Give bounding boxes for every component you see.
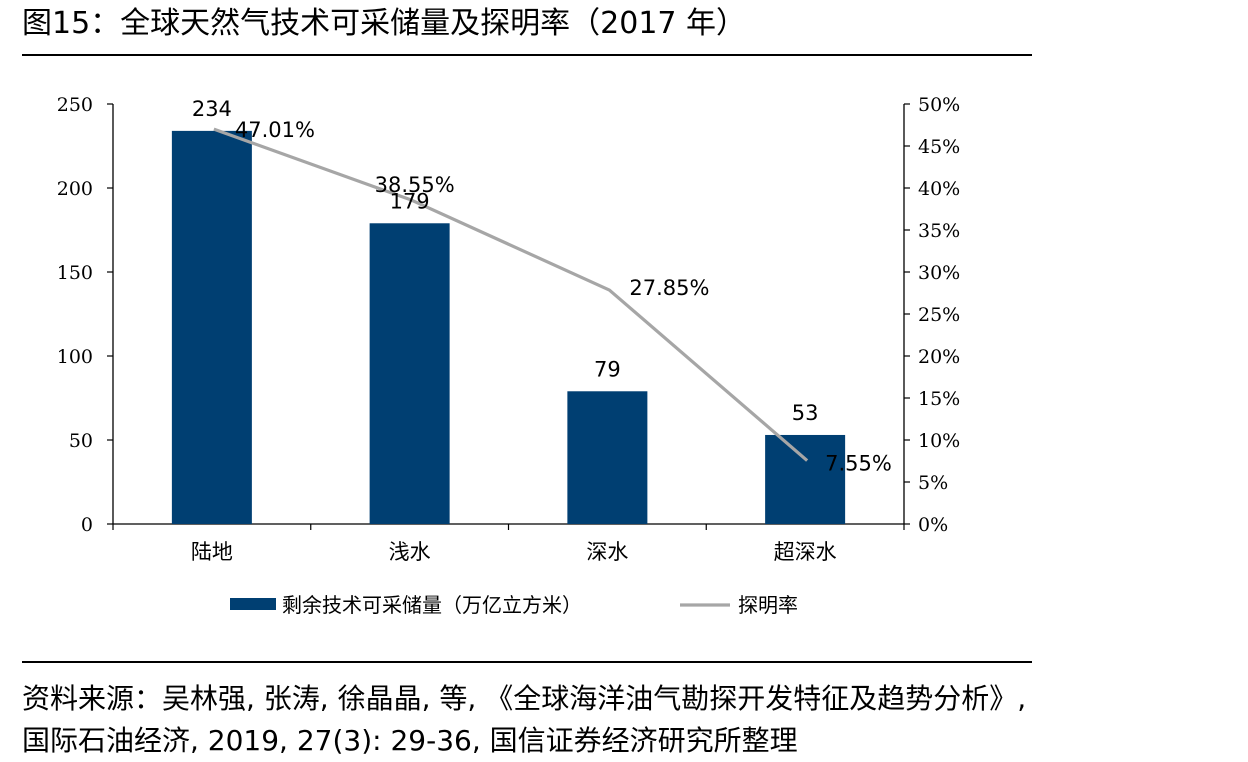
legend: 剩余技术可采储量（万亿立方米） 探明率: [230, 593, 798, 617]
chart: 0 50 100 150 200 250 0% 5% 10% 15% 20% 25% 30% 35% 40%…: [57, 94, 961, 617]
right-tick-label: 45%: [918, 136, 960, 158]
line-path: [213, 127, 809, 462]
right-tick-label: 20%: [918, 346, 960, 368]
bar: [369, 223, 450, 524]
left-tick-label: 0: [81, 514, 93, 536]
line-series: [213, 127, 809, 462]
category-label: 陆地: [191, 540, 233, 564]
bar: [171, 130, 252, 524]
right-tick-label: 35%: [918, 220, 960, 242]
line-value-label: 27.85%: [629, 276, 709, 300]
right-tick-label: 30%: [918, 262, 960, 284]
bottom-rule: [22, 661, 1032, 663]
legend-bar-swatch: [230, 598, 276, 610]
category-label: 深水: [586, 540, 628, 564]
right-tick-label: 15%: [918, 388, 960, 410]
data-labels: 234 179 79 53 47.01% 38.55% 27.85% 7.55%: [192, 97, 892, 476]
right-tick-label: 0%: [918, 514, 948, 536]
bar-value-label: 234: [192, 97, 232, 121]
left-tick-label: 100: [57, 346, 93, 368]
left-tick-label: 200: [57, 178, 93, 200]
line-value-label: 47.01%: [235, 118, 315, 142]
line-value-label: 7.55%: [825, 452, 892, 476]
category-label: 浅水: [389, 540, 431, 564]
right-tick-label: 5%: [918, 472, 948, 494]
bar: [765, 434, 846, 524]
right-tick-label: 40%: [918, 178, 960, 200]
right-tick-label: 10%: [918, 430, 960, 452]
bar-value-label: 53: [792, 401, 819, 425]
right-tick-label: 50%: [918, 94, 960, 116]
category-label: 超深水: [774, 540, 837, 564]
legend-bar-label: 剩余技术可采储量（万亿立方米）: [282, 593, 582, 617]
source-note: 资料来源：吴林强, 张涛, 徐晶晶, 等, 《全球海洋油气勘探开发特征及趋势分析…: [22, 682, 1027, 757]
line-value-label: 38.55%: [375, 173, 455, 197]
left-tick-label: 150: [57, 262, 93, 284]
bar: [567, 391, 648, 524]
bar-value-label: 79: [594, 357, 621, 381]
figure-title: 图15：全球天然气技术可采储量及探明率（2017 年）: [22, 6, 747, 41]
left-tick-label: 50: [69, 430, 93, 452]
legend-line-label: 探明率: [738, 593, 798, 617]
bar-value-label: 179: [390, 189, 430, 213]
left-tick-label: 250: [57, 94, 93, 116]
bar-series: [171, 130, 846, 524]
top-rule: [22, 54, 1032, 56]
right-tick-label: 25%: [918, 304, 960, 326]
